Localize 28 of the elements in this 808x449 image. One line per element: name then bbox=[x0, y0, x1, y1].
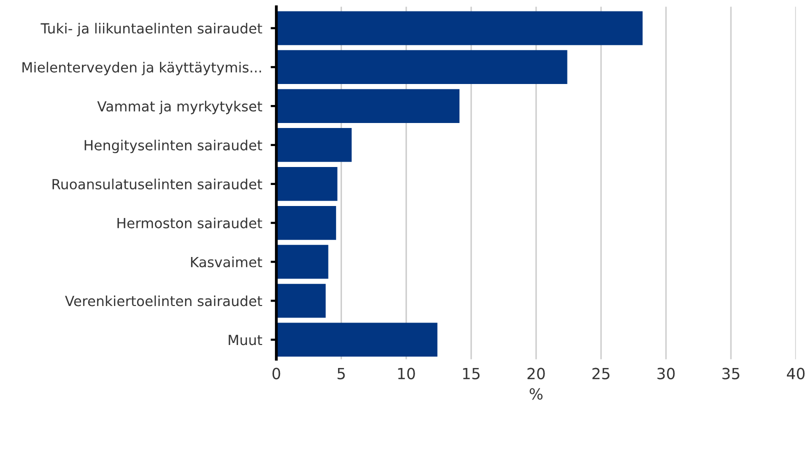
bar bbox=[276, 50, 568, 84]
x-tick-label: 10 bbox=[398, 368, 415, 380]
bar bbox=[276, 128, 352, 162]
bar bbox=[276, 89, 460, 123]
y-tick-label: Mielenterveyden ja käyttäytymis... bbox=[22, 62, 261, 76]
bar bbox=[276, 244, 328, 279]
x-tick-label: 40 bbox=[786, 368, 805, 380]
y-tick-label: Hengityselinten sairaudet bbox=[84, 140, 262, 154]
x-tick-label: 15 bbox=[463, 368, 480, 380]
x-tick-label: 5 bbox=[338, 368, 345, 380]
bar bbox=[276, 284, 326, 318]
y-tick-label: Ruoansulatuselinten sairaudet bbox=[52, 178, 262, 190]
bar bbox=[276, 206, 336, 240]
x-tick-label: 30 bbox=[657, 368, 675, 380]
x-axis-title: % bbox=[530, 388, 543, 400]
y-tick-label: Vammat ja myrkytykset bbox=[97, 100, 262, 114]
y-tick-label: Tuki- ja liikuntaelinten sairaudet bbox=[40, 22, 262, 36]
bar bbox=[276, 11, 643, 46]
bar bbox=[276, 167, 338, 201]
y-tick-label: Muut bbox=[228, 334, 262, 346]
x-tick-label: 25 bbox=[592, 368, 610, 380]
x-tick-label: 0 bbox=[272, 368, 280, 380]
x-tick-label: 35 bbox=[722, 368, 740, 380]
y-tick-label: Kasvaimet bbox=[191, 256, 262, 268]
y-tick-label: Verenkiertoelinten sairaudet bbox=[65, 296, 262, 306]
y-tick-label: Hermoston sairaudet bbox=[117, 218, 262, 228]
x-tick-label: 20 bbox=[528, 368, 545, 380]
bar bbox=[276, 322, 438, 357]
